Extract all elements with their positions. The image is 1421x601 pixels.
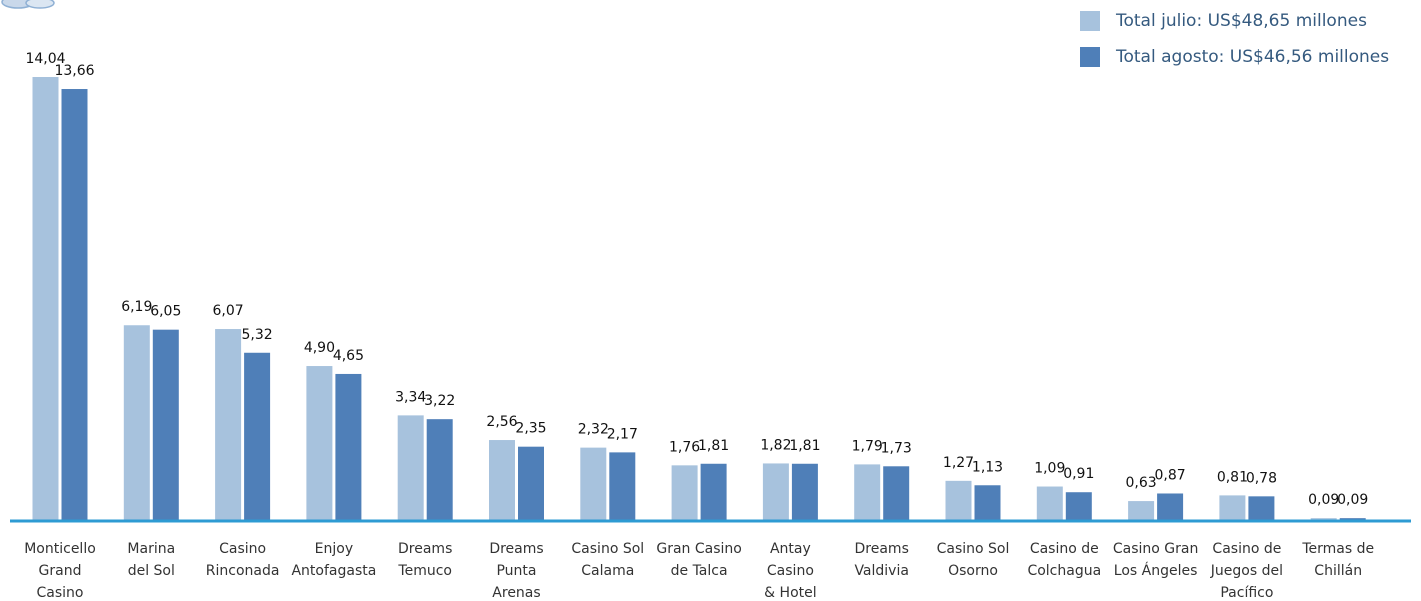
data-label-s0-2: 6,07 bbox=[213, 303, 244, 319]
legend-swatch-agosto bbox=[1080, 47, 1100, 67]
data-label-s0-9: 1,79 bbox=[852, 438, 883, 454]
legend-item-agosto: Total agosto: US$46,56 millones bbox=[1080, 42, 1389, 72]
data-label-s1-5: 2,35 bbox=[515, 421, 546, 437]
data-label-s0-14: 0,09 bbox=[1308, 492, 1339, 508]
data-label-s0-10: 1,27 bbox=[943, 455, 974, 471]
category-label-14: Termas de Chillán bbox=[1301, 541, 1374, 579]
category-label-13: Casino de Juegos del Pacífico bbox=[1210, 541, 1283, 601]
bar-s1-8 bbox=[791, 463, 818, 521]
data-label-s1-12: 0,87 bbox=[1155, 467, 1186, 483]
bar-s1-0 bbox=[61, 89, 88, 522]
category-label-6: Casino Sol Calama bbox=[571, 541, 644, 579]
data-label-s0-5: 2,56 bbox=[486, 414, 517, 430]
bar-s0-12 bbox=[1128, 501, 1155, 521]
category-label-10: Casino Sol Osorno bbox=[937, 541, 1010, 579]
data-label-s1-6: 2,17 bbox=[607, 426, 638, 442]
category-label-0: Monticello Grand Casino bbox=[24, 541, 96, 601]
data-label-s1-8: 1,81 bbox=[789, 438, 820, 454]
bar-s1-11 bbox=[1065, 492, 1092, 521]
bar-s1-2 bbox=[244, 352, 271, 521]
bar-s0-5 bbox=[489, 440, 515, 521]
bar-s0-7 bbox=[671, 465, 698, 521]
bar-s0-11 bbox=[1036, 486, 1063, 521]
bar-s0-13 bbox=[1219, 495, 1246, 521]
bar-s0-0 bbox=[32, 77, 59, 521]
data-label-s1-0: 13,66 bbox=[54, 63, 94, 79]
bar-s0-1 bbox=[123, 325, 150, 521]
bar-s0-10 bbox=[945, 480, 972, 521]
bar-s1-10 bbox=[974, 485, 1001, 521]
bar-s0-6 bbox=[580, 447, 607, 521]
data-label-s1-7: 1,81 bbox=[698, 438, 729, 454]
data-label-s1-10: 1,13 bbox=[972, 459, 1003, 475]
data-label-s1-3: 4,65 bbox=[333, 348, 364, 364]
bar-s1-4 bbox=[426, 419, 453, 521]
bar-s1-6 bbox=[609, 452, 636, 521]
bar-s1-12 bbox=[1157, 493, 1184, 521]
bar-s1-1 bbox=[152, 329, 179, 521]
category-label-3: Enjoy Antofagasta bbox=[291, 541, 376, 579]
category-label-8: Antay Casino & Hotel bbox=[764, 541, 816, 601]
data-label-s1-11: 0,91 bbox=[1063, 466, 1094, 482]
data-label-s0-0: 14,04 bbox=[25, 51, 65, 67]
legend-item-julio: Total julio: US$48,65 millones bbox=[1080, 6, 1389, 36]
data-label-s0-8: 1,82 bbox=[760, 437, 791, 453]
data-label-s1-14: 0,09 bbox=[1337, 492, 1368, 508]
bar-s0-2 bbox=[215, 329, 242, 521]
bar-s1-3 bbox=[335, 373, 362, 521]
bar-s1-5 bbox=[518, 446, 544, 521]
data-label-s0-1: 6,19 bbox=[121, 299, 152, 315]
category-label-5: Dreams Punta Arenas bbox=[489, 541, 543, 601]
data-label-s1-1: 6,05 bbox=[150, 304, 181, 320]
bar-s1-7 bbox=[700, 463, 727, 521]
legend-label-agosto: Total agosto: US$46,56 millones bbox=[1116, 47, 1390, 67]
data-label-s1-9: 1,73 bbox=[881, 440, 912, 456]
category-label-1: Marina del Sol bbox=[127, 541, 175, 579]
bar-s1-13 bbox=[1248, 496, 1275, 521]
category-label-12: Casino Gran Los Ángeles bbox=[1113, 541, 1198, 579]
bar-s0-9 bbox=[854, 464, 881, 521]
bar-s0-8 bbox=[762, 463, 789, 521]
data-label-s0-3: 4,90 bbox=[304, 340, 335, 356]
category-label-2: Casino Rinconada bbox=[206, 541, 280, 579]
category-label-7: Gran Casino de Talca bbox=[656, 541, 741, 579]
data-label-s1-4: 3,22 bbox=[424, 393, 455, 409]
data-label-s0-7: 1,76 bbox=[669, 439, 700, 455]
data-label-s0-4: 3,34 bbox=[395, 389, 426, 405]
data-label-s0-12: 0,63 bbox=[1126, 475, 1157, 491]
data-label-s1-13: 0,78 bbox=[1246, 470, 1277, 486]
bar-s0-4 bbox=[397, 415, 424, 521]
corner-decoration-icon bbox=[1, 0, 55, 9]
data-label-s0-11: 1,09 bbox=[1034, 461, 1065, 477]
category-label-11: Casino de Colchagua bbox=[1027, 541, 1101, 579]
legend-swatch-julio bbox=[1080, 11, 1100, 31]
legend-label-julio: Total julio: US$48,65 millones bbox=[1116, 11, 1367, 31]
data-label-s0-13: 0,81 bbox=[1217, 469, 1248, 485]
category-label-4: Dreams Temuco bbox=[397, 541, 452, 579]
data-label-s0-6: 2,32 bbox=[578, 422, 609, 438]
data-label-s1-2: 5,32 bbox=[242, 327, 273, 343]
chart-legend: Total julio: US$48,65 millones Total ago… bbox=[1080, 6, 1389, 78]
bar-s1-9 bbox=[883, 466, 910, 521]
bar-s0-3 bbox=[306, 366, 333, 521]
category-label-9: Dreams Valdivia bbox=[854, 541, 909, 579]
